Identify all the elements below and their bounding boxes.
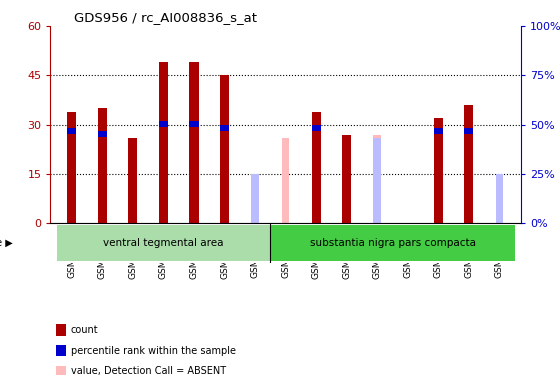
Text: ventral tegmental area: ventral tegmental area [103, 238, 223, 248]
Bar [374, 135, 381, 223]
Bar [159, 62, 168, 223]
Bar [67, 128, 76, 134]
Bar [68, 118, 76, 223]
FancyBboxPatch shape [270, 225, 515, 261]
Bar [464, 128, 473, 134]
Bar [251, 180, 259, 223]
Text: GDS956 / rc_AI008836_s_at: GDS956 / rc_AI008836_s_at [74, 11, 257, 24]
Bar [342, 135, 351, 223]
Bar [67, 112, 76, 223]
Bar [374, 138, 381, 223]
Text: percentile rank within the sample: percentile rank within the sample [71, 346, 236, 355]
Text: value, Detection Call = ABSENT: value, Detection Call = ABSENT [71, 366, 226, 375]
Text: tissue ▶: tissue ▶ [0, 238, 13, 248]
FancyBboxPatch shape [57, 225, 270, 261]
Bar [496, 174, 503, 223]
Bar [98, 108, 107, 223]
Bar [251, 174, 259, 223]
Bar [220, 75, 229, 223]
Bar [282, 138, 290, 223]
Bar [434, 118, 443, 223]
Text: count: count [71, 325, 98, 335]
Bar [159, 122, 168, 128]
Bar [98, 131, 107, 137]
Bar [220, 124, 229, 130]
Bar [311, 124, 321, 130]
Bar [189, 122, 199, 128]
Bar [311, 112, 321, 223]
Bar [128, 138, 137, 223]
Bar [464, 105, 473, 223]
Bar [496, 177, 503, 223]
Bar [434, 128, 443, 134]
Text: substantia nigra pars compacta: substantia nigra pars compacta [310, 238, 475, 248]
Bar [189, 62, 199, 223]
